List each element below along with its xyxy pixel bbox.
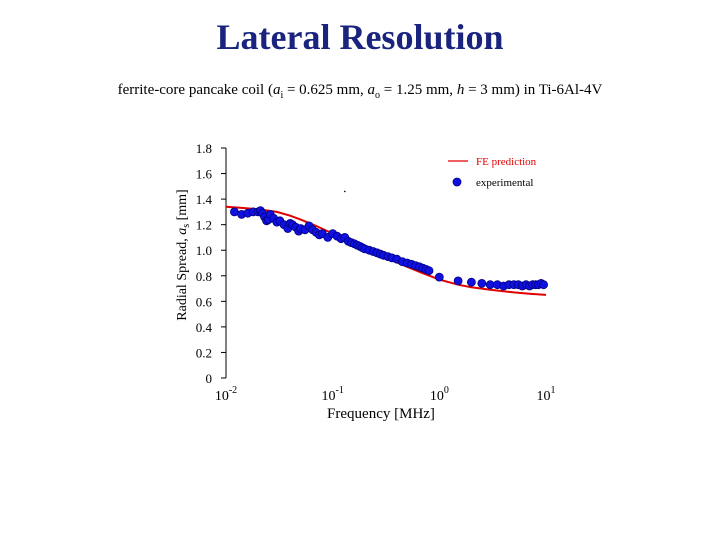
ai-value: = 0.625 mm, [283, 82, 368, 98]
legend-experimental-marker [452, 177, 462, 187]
y-tick-label: 1.4 [196, 192, 213, 207]
legend: FE prediction experimental [448, 156, 537, 189]
y-axis-label-subscript: s [181, 224, 192, 228]
x-axis-ticks: 10-2 10-1 100 101 [215, 385, 556, 404]
y-tick-label: 0.8 [196, 269, 212, 284]
experimental-point [424, 266, 434, 276]
y-tick-label: 0.2 [196, 345, 212, 360]
chart-subtitle: ferrite-core pancake coil (ai = 0.625 mm… [0, 82, 720, 101]
ao-symbol: a [367, 82, 376, 98]
x-tick-base: 10 [321, 389, 335, 404]
ao-subscript: o [375, 90, 381, 101]
y-tick-label: 1.6 [196, 167, 213, 182]
experimental-series [229, 190, 548, 291]
y-tick-label: 0.4 [196, 320, 213, 335]
y-tick-label: 1.0 [196, 243, 212, 258]
y-axis-label: Radial Spread, as [mm] [175, 189, 192, 320]
ao-value: = 1.25 mm, [380, 82, 457, 98]
x-tick-exponent: 1 [551, 385, 556, 396]
experimental-point [453, 276, 463, 286]
x-tick-label: 10-2 [215, 385, 237, 404]
y-axis-label-prefix: Radial Spread, [175, 235, 190, 321]
experimental-point [434, 272, 444, 282]
x-tick-base: 10 [537, 389, 551, 404]
y-tick-label: 0.6 [196, 294, 213, 309]
subtitle-prefix: ferrite-core pancake coil ( [117, 82, 273, 98]
y-tick-label: 1.8 [196, 141, 212, 156]
y-axis-label-symbol: a [175, 228, 190, 235]
x-tick-label: 100 [430, 385, 449, 404]
experimental-point [229, 207, 239, 217]
ai-subscript: i [280, 90, 284, 101]
x-tick-label: 101 [537, 385, 556, 404]
slide-title: Lateral Resolution [216, 17, 504, 57]
y-tick-label: 0 [206, 371, 213, 386]
h-value: = 3 mm) in Ti-6Al-4V [464, 82, 603, 98]
h-symbol: h [456, 82, 465, 98]
legend-fe-label: FE prediction [476, 156, 537, 168]
ai-symbol: a [272, 82, 281, 98]
y-axis-label-unit: [mm] [175, 189, 190, 224]
stray-data-dot [344, 190, 346, 193]
x-tick-label: 10-1 [321, 385, 343, 404]
experimental-point [539, 280, 548, 290]
experimental-point [477, 278, 487, 288]
x-tick-base: 10 [430, 389, 444, 404]
y-tick-label: 1.2 [196, 218, 212, 233]
experimental-point [466, 277, 476, 287]
x-tick-exponent: -1 [335, 385, 343, 396]
x-tick-exponent: 0 [444, 385, 449, 396]
x-tick-base: 10 [215, 389, 229, 404]
y-axis-ticks: 0 0.2 0.4 0.6 0.8 1.0 1.2 1.4 1.6 1.8 [196, 141, 226, 386]
legend-experimental-label: experimental [476, 177, 533, 189]
x-tick-exponent: -2 [229, 385, 237, 396]
x-axis-label: Frequency [MHz] [327, 406, 435, 422]
